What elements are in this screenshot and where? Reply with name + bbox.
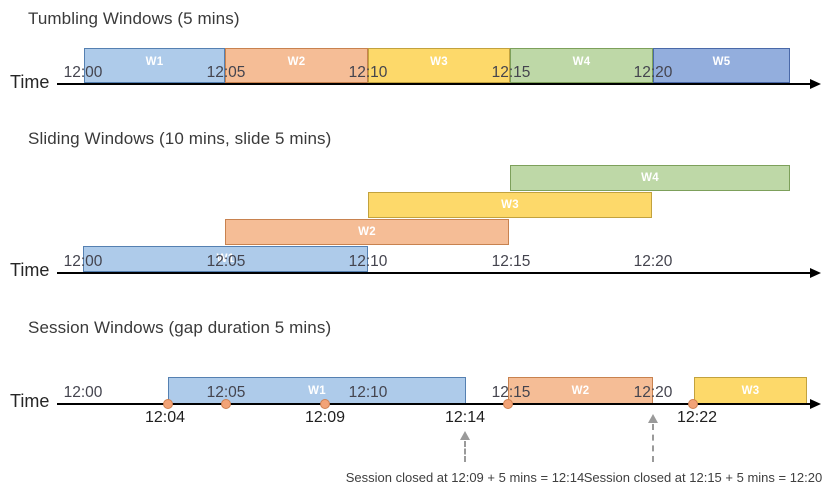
session-time-axis	[57, 403, 812, 405]
event-time-label: 12:14	[444, 409, 486, 426]
sliding-time-axis	[57, 272, 812, 274]
tumbling-time-axis	[57, 83, 812, 85]
tumbling-window-w2: W2	[225, 48, 368, 83]
session-close-arrow-shaft	[464, 441, 466, 462]
tumbling-axis-arrowhead-icon	[810, 79, 821, 89]
window-label: W1	[145, 56, 164, 68]
tumbling-window-w1: W1	[84, 48, 225, 83]
window-label: W1	[308, 384, 326, 397]
tumbling-window-w4: W4	[510, 48, 653, 83]
tumbling-window-w5: W5	[653, 48, 790, 83]
window-label: W1	[216, 253, 235, 265]
session-close-arrow-icon	[460, 431, 470, 440]
window-label: W4	[641, 172, 659, 184]
window-label: W4	[572, 56, 591, 68]
tick-label: 12:00	[63, 384, 103, 401]
tick-label: 12:20	[633, 384, 673, 401]
event-time-label: 12:22	[676, 409, 718, 426]
window-label: W3	[741, 384, 760, 397]
sliding-axis-arrowhead-icon	[810, 268, 821, 278]
window-label: W3	[501, 199, 519, 211]
tick-label: 12:10	[348, 64, 388, 81]
sliding-section-title: Sliding Windows (10 mins, slide 5 mins)	[28, 129, 332, 148]
event-dot	[320, 399, 330, 409]
tick-label: 12:05	[206, 253, 246, 270]
event-dot	[221, 399, 231, 409]
tick-label: 12:05	[206, 384, 246, 401]
tick-label: 12:05	[206, 64, 246, 81]
tick-label: 12:10	[348, 384, 388, 401]
sliding-window-w2: W2	[225, 219, 509, 245]
event-dot	[688, 399, 698, 409]
tick-label: 12:00	[63, 64, 103, 81]
window-label: W3	[430, 56, 448, 68]
window-label: W2	[571, 384, 590, 397]
session-time-axis-label: Time	[10, 391, 50, 411]
tumbling-section-title: Tumbling Windows (5 mins)	[28, 9, 240, 28]
session-close-arrow-shaft	[652, 424, 654, 462]
tumbling-window-w3: W3	[368, 48, 510, 83]
session-window-w3: W3	[694, 377, 807, 404]
tumbling-time-axis-label: Time	[10, 72, 50, 92]
tick-label: 12:20	[633, 64, 673, 81]
session-close-arrow-icon	[648, 414, 658, 423]
tick-label: 12:15	[491, 64, 531, 81]
window-label: W2	[358, 226, 376, 238]
session-closed-annotation: Session closed at 12:09 + 5 mins = 12:14	[345, 470, 585, 485]
session-axis-arrowhead-icon	[810, 399, 821, 409]
window-label: W5	[712, 56, 731, 68]
session-section-title: Session Windows (gap duration 5 mins)	[28, 318, 332, 337]
tick-label: 12:15	[491, 253, 531, 270]
event-time-label: 12:04	[144, 409, 186, 426]
sliding-window-w3: W3	[368, 192, 652, 218]
window-label: W2	[287, 56, 306, 68]
tick-label: 12:15	[491, 384, 531, 401]
tick-label: 12:00	[63, 253, 103, 270]
sliding-window-w4: W4	[510, 165, 790, 191]
sliding-time-axis-label: Time	[10, 260, 50, 280]
event-dot	[503, 399, 513, 409]
session-closed-annotation: Session closed at 12:15 + 5 mins = 12:20	[583, 470, 823, 485]
session-window-w2: W2	[508, 377, 653, 404]
event-time-label: 12:09	[304, 409, 346, 426]
tick-label: 12:20	[633, 253, 673, 270]
event-dot	[163, 399, 173, 409]
tick-label: 12:10	[348, 253, 388, 270]
sliding-window-w1: W1	[83, 246, 368, 272]
